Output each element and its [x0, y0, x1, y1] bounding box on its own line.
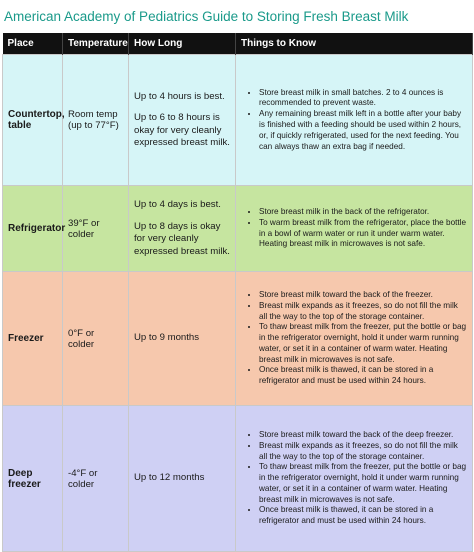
- table-row-deep-freezer: Deep freezer -4°F or colder Up to 12 mon…: [2, 405, 473, 552]
- tip-item: Once breast milk is thawed, it can be st…: [259, 365, 467, 387]
- tip-item: To thaw breast milk from the freezer, pu…: [259, 462, 467, 505]
- how-long-cell: Up to 12 months: [128, 405, 236, 552]
- things-to-know-cell: Store breast milk toward the back of the…: [235, 405, 473, 552]
- temperature-cell: 39°F or colder: [62, 185, 129, 272]
- table-row-refrigerator: Refrigerator 39°F or colder Up to 4 days…: [2, 185, 473, 272]
- place-cell: Countertop, table: [2, 54, 65, 186]
- how-long-text: Up to 8 days is okay for very cleanly ex…: [134, 220, 230, 257]
- table-row-freezer: Freezer 0°F or colder Up to 9 months Sto…: [2, 271, 473, 406]
- tips-list: Store breast milk toward the back of the…: [241, 290, 467, 387]
- header-how-long: How Long: [128, 33, 236, 55]
- tip-item: Store breast milk toward the back of the…: [259, 290, 467, 301]
- tip-item: Store breast milk toward the back of the…: [259, 430, 467, 441]
- header-things-to-know: Things to Know: [235, 33, 473, 55]
- tip-item: Any remaining breast milk left in a bott…: [259, 109, 467, 152]
- temperature-cell: 0°F or colder: [62, 271, 129, 406]
- table-header-row: Place Temperature How Long Things to Kno…: [2, 33, 473, 55]
- storage-table: Place Temperature How Long Things to Kno…: [2, 33, 473, 552]
- how-long-cell: Up to 4 days is best. Up to 8 days is ok…: [128, 185, 236, 272]
- tip-item: Breast milk expands as it freezes, so do…: [259, 301, 467, 323]
- temperature-cell: -4°F or colder: [62, 405, 129, 552]
- tip-item: To warm breast milk from the refrigerato…: [259, 218, 467, 250]
- how-long-text: Up to 6 to 8 hours is okay for very clea…: [134, 112, 230, 148]
- page-title: American Academy of Pediatrics Guide to …: [4, 9, 409, 24]
- place-cell: Freezer: [2, 271, 63, 406]
- page: American Academy of Pediatrics Guide to …: [0, 0, 474, 535]
- tip-item: Store breast milk in small batches. 2 to…: [259, 88, 467, 110]
- temperature-cell: Room temp (up to 77°F): [62, 54, 129, 186]
- tips-list: Store breast milk in the back of the ref…: [241, 207, 467, 250]
- things-to-know-cell: Store breast milk in the back of the ref…: [235, 185, 473, 272]
- tip-item: Once breast milk is thawed, it can be st…: [259, 505, 467, 527]
- tip-item: Breast milk expands as it freezes, so do…: [259, 441, 467, 463]
- tip-item: To thaw breast milk from the freezer, pu…: [259, 322, 467, 365]
- header-place: Place: [2, 33, 63, 55]
- how-long-cell: Up to 4 hours is best. Up to 6 to 8 hour…: [128, 54, 236, 186]
- place-cell: Deep freezer: [2, 405, 63, 552]
- tips-list: Store breast milk in small batches. 2 to…: [241, 88, 467, 153]
- table-row-countertop: Countertop, table Room temp (up to 77°F)…: [2, 54, 473, 186]
- tips-list: Store breast milk toward the back of the…: [241, 430, 467, 527]
- things-to-know-cell: Store breast milk in small batches. 2 to…: [235, 54, 473, 186]
- how-long-text: Up to 9 months: [134, 332, 200, 344]
- header-temperature: Temperature: [62, 33, 129, 55]
- things-to-know-cell: Store breast milk toward the back of the…: [235, 271, 473, 406]
- how-long-text: Up to 4 days is best.: [134, 199, 221, 210]
- how-long-text: Up to 12 months: [134, 472, 205, 484]
- how-long-text: Up to 4 hours is best.: [134, 90, 225, 102]
- how-long-cell: Up to 9 months: [128, 271, 236, 406]
- place-cell: Refrigerator: [2, 185, 65, 272]
- tip-item: Store breast milk in the back of the ref…: [259, 207, 467, 218]
